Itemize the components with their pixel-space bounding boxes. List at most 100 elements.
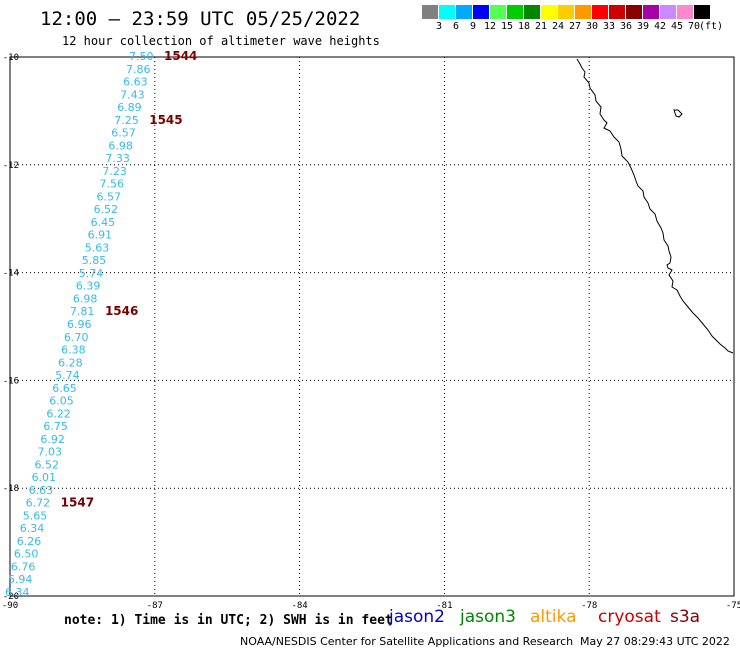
latitude-labels: -10 -12 -14 -16 -18 -20 [3,53,19,602]
colorbar-swatch [422,5,439,19]
wave-height-track: 7.507.866.637.436.897.256.576.987.337.23… [5,50,154,599]
map-grid [10,57,734,596]
colorbar-swatch [456,5,473,19]
footer-note: note: 1) Time is in UTC; 2) SWH is in fe… [64,613,393,628]
lat-tick-label: -14 [3,269,19,279]
colorbar-label: 30 [585,21,599,32]
colorbar-swatch [694,5,711,19]
colorbar-swatch [677,5,694,19]
wave-height-label: 6.39 [76,280,101,293]
longitude-labels: -90 -87 -84 -81 -78 -75 [2,601,740,610]
wave-height-label: 6.34 [5,586,30,599]
colorbar-swatch [490,5,507,19]
wave-height-label: 7.43 [120,88,144,101]
colorbar-label: 33 [602,21,616,32]
colorbar-label: (ft) [698,21,724,32]
wave-height-label: 6.98 [73,292,98,305]
colorbar-swatch [558,5,575,19]
colorbar-swatch [439,5,456,19]
colorbar-label: 45 [670,21,684,32]
wave-height-label: 6.52 [94,203,119,216]
wave-height-label: 6.72 [26,497,50,510]
wave-height-label: 6.98 [108,139,133,152]
colorbar-label: 21 [534,21,548,32]
legend-item-s3a: s3a [670,607,701,627]
lon-tick-label: -90 [2,601,18,610]
wave-height-label: 6.28 [58,356,82,369]
legend-item-cryosat: cryosat [598,607,661,627]
wave-height-label: 5.74 [79,267,104,280]
wave-height-label: 6.52 [35,458,60,471]
time-label: 1547 [61,496,94,510]
wave-height-label: 5.94 [8,573,33,586]
wave-height-label: 7.03 [37,446,62,459]
colorbar-swatch [592,5,609,19]
wave-height-label: 6.01 [32,471,56,484]
colorbar-swatch [507,5,524,19]
colorbar-label: 9 [469,21,477,32]
wave-height-label: 6.45 [91,216,116,229]
colorbar-swatch [575,5,592,19]
lat-tick-label: -16 [3,376,19,386]
colorbar-label: 18 [517,21,531,32]
colorbar-label: 24 [551,21,565,32]
time-label: 1544 [164,49,197,63]
lat-tick-label: -12 [3,161,19,171]
legend-item-jason2: jason2 [389,607,445,627]
lat-tick-label: -18 [3,484,19,494]
legend-item-altika: altika [530,607,577,627]
colorbar-label: 42 [653,21,667,32]
colorbar-swatch [660,5,677,19]
colorbar-label: 70 [687,21,701,32]
legend-item-jason3: jason3 [460,607,516,627]
lat-tick-label: -10 [3,53,19,63]
lon-tick-label: -87 [147,601,163,610]
time-label: 1546 [105,304,138,318]
wave-height-label: 7.86 [126,63,151,76]
map-subtitle: 12 hour collection of altimeter wave hei… [62,34,380,48]
time-label: 1545 [149,113,182,127]
island [673,109,683,118]
map-frame [9,56,735,597]
wave-height-label: 6.70 [64,331,89,344]
lat-tick-label: -20 [3,592,19,602]
wave-height-label: 7.25 [114,114,139,127]
wave-height-label: 6.91 [88,229,113,242]
wave-height-map: -10 -12 -14 -16 -18 -20 -90 -87 -84 -81 -78 -75 7.… [2,49,740,610]
wave-height-label: 5.74 [55,369,80,382]
time-labels: 1544 1545 1546 1547 [61,49,198,510]
colorbar-label: 36 [619,21,633,32]
wave-height-label: 6.34 [20,522,44,535]
wave-height-label: 6.63 [123,76,148,89]
wave-height-label: 6.50 [14,548,39,561]
wave-height-label: 7.33 [105,152,130,165]
wave-height-label: 6.26 [17,535,42,548]
wave-height-label: 6.75 [43,420,68,433]
colorbar-label: 3 [435,21,443,32]
wave-height-label: 6.96 [67,318,92,331]
colorbar-swatch [609,5,626,19]
colorbar-swatch [473,5,490,19]
wave-height-label: 6.38 [61,344,86,357]
credit-text: NOAA/NESDIS Center for Satellite Applica… [240,635,574,648]
map-title: 12:00 — 23:59 UTC 05/25/2022 [40,8,361,30]
lon-tick-label: -75 [726,601,740,610]
colorbar-swatch [541,5,558,19]
wave-height-label: 7.23 [102,165,127,178]
generated-timestamp: May 27 08:29:43 UTC 2022 [580,635,730,648]
wave-height-label: 7.50 [129,50,154,63]
wave-height-label: 6.63 [29,484,54,497]
wave-height-label: 6.05 [49,395,74,408]
colorbar-label: 27 [568,21,582,32]
wave-height-label: 6.92 [40,433,65,446]
wave-height-label: 6.57 [111,127,135,140]
lon-tick-label: -81 [436,601,452,610]
colorbar-swatch [626,5,643,19]
wave-height-label: 7.81 [70,305,95,318]
colorbar-label: 15 [500,21,514,32]
colorbar-label: 6 [452,21,460,32]
wave-height-label: 6.89 [117,101,142,114]
lon-tick-label: -84 [291,601,307,610]
colorbar-label: 39 [636,21,650,32]
coastline [576,58,734,354]
